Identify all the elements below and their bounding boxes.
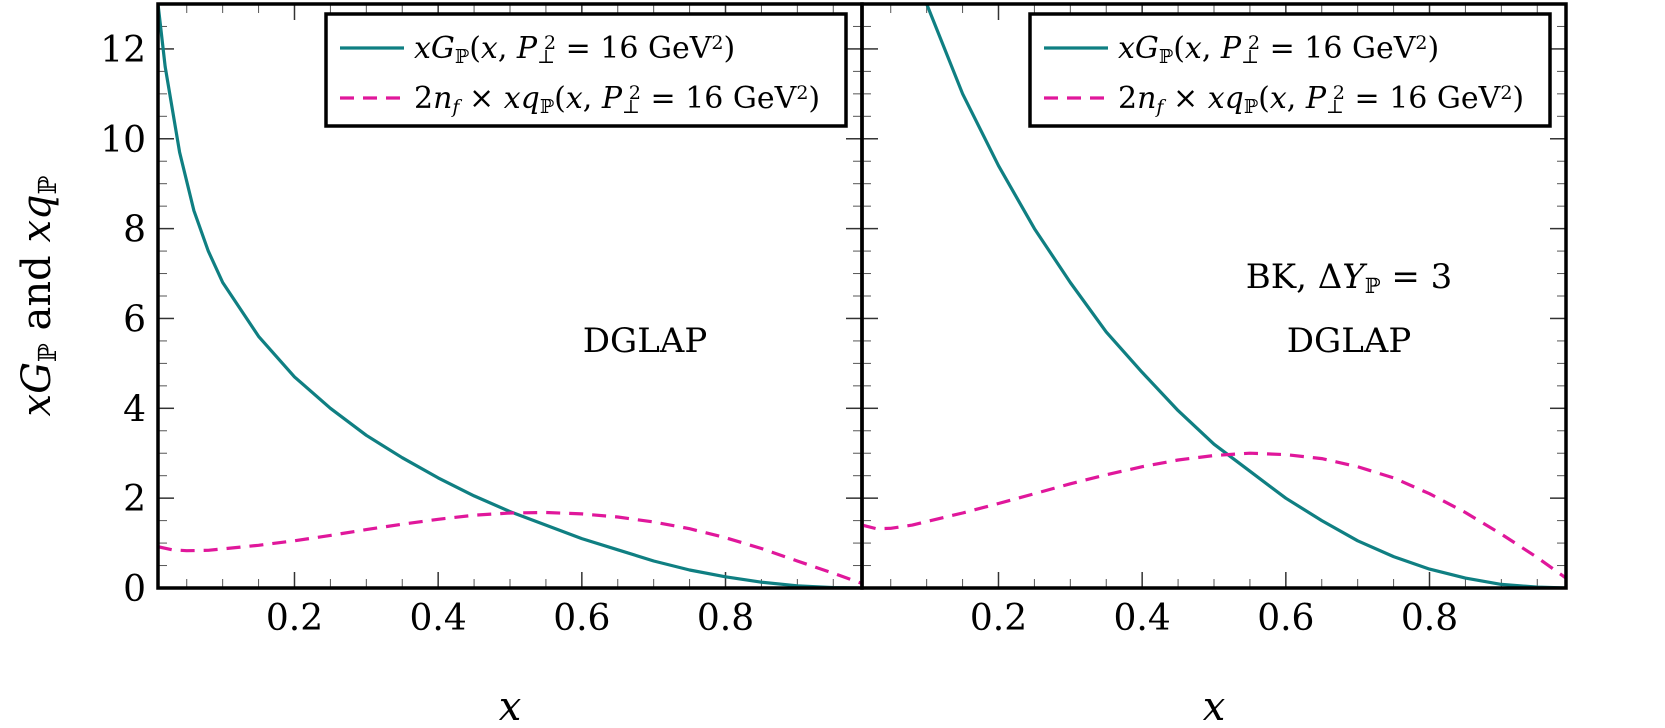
y-axis-title: xGℙ and xqℙ <box>14 175 62 416</box>
y-tick-label: 8 <box>123 210 146 251</box>
legend-entry-label: xGℙ(x, P⊥2 = 16 GeV2) <box>1118 31 1439 68</box>
y-tick-label: 12 <box>100 30 146 71</box>
y-tick-label: 4 <box>123 389 146 430</box>
y-tick-label: 10 <box>100 120 146 161</box>
legend-box <box>324 12 848 128</box>
x-tick-label: 0.4 <box>1114 598 1171 639</box>
legend: xGℙ(x, P⊥2 = 16 GeV2) 2nf × xqℙ(x, P⊥2 = … <box>324 12 848 128</box>
x-tick-label: 0.4 <box>410 598 467 639</box>
x-tick-label: 0.2 <box>970 598 1027 639</box>
legend: xGℙ(x, P⊥2 = 16 GeV2) 2nf × xqℙ(x, P⊥2 = … <box>1028 12 1552 128</box>
y-tick-label: 0 <box>123 569 146 610</box>
quark-series-line <box>862 451 1566 580</box>
gluon-series-line <box>158 4 862 588</box>
x-tick-label: 0.8 <box>697 598 754 639</box>
annotation-label: BK, ΔYℙ = 3 <box>1246 257 1453 298</box>
x-tick-label: 0.8 <box>1401 598 1458 639</box>
x-tick-label: 0.2 <box>266 598 323 639</box>
x-tick-label: 0.6 <box>1257 598 1314 639</box>
legend-entry-label: 2nf × xqℙ(x, P⊥2 = 16 GeV2) <box>414 81 820 118</box>
y-tick-label: 2 <box>123 479 146 520</box>
x-axis-title: x <box>1203 684 1226 728</box>
panel-1: 0.2 0.4 0.6 0.8 x DGLAP xGℙ(x, P⊥2 = 16 GeV2) 2… <box>156 2 864 728</box>
x-axis-title: x <box>499 684 522 728</box>
panel-2: 0.2 0.4 0.6 0.8 x BK, ΔYℙ = 3 DGLAP xGℙ(x, P⊥2 … <box>860 2 1568 728</box>
x-tick-label: 0.6 <box>553 598 610 639</box>
plot-frame <box>860 2 1568 590</box>
legend-box <box>1028 12 1552 128</box>
annotation-label: DGLAP <box>1287 321 1411 361</box>
y-tick-label: 6 <box>123 299 146 340</box>
quark-series-line <box>158 510 862 586</box>
legend-entry-label: 2nf × xqℙ(x, P⊥2 = 16 GeV2) <box>1118 81 1524 118</box>
annotation-label: DGLAP <box>583 321 707 361</box>
legend-entry-label: xGℙ(x, P⊥2 = 16 GeV2) <box>414 31 735 68</box>
gluon-series-line <box>925 4 1566 588</box>
